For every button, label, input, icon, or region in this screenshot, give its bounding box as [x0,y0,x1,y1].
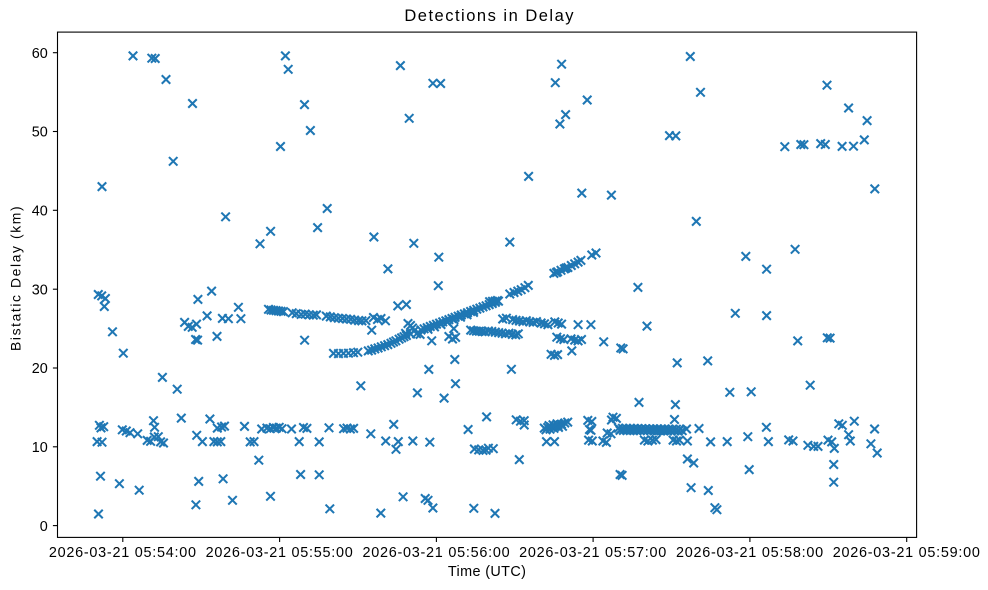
svg-text:2026-03-21 05:57:00: 2026-03-21 05:57:00 [519,545,667,561]
svg-text:30: 30 [32,282,48,298]
svg-text:10: 10 [32,440,48,456]
svg-text:2026-03-21 05:58:00: 2026-03-21 05:58:00 [676,545,824,561]
svg-text:2026-03-21 05:54:00: 2026-03-21 05:54:00 [49,545,197,561]
svg-text:2026-03-21 05:59:00: 2026-03-21 05:59:00 [833,545,981,561]
svg-text:60: 60 [32,46,48,62]
svg-text:40: 40 [32,204,48,220]
svg-text:2026-03-21 05:56:00: 2026-03-21 05:56:00 [362,545,510,561]
svg-text:0: 0 [40,519,48,535]
svg-text:20: 20 [32,361,48,377]
svg-text:Time (UTC): Time (UTC) [448,564,526,580]
svg-text:2026-03-21 05:55:00: 2026-03-21 05:55:00 [206,545,354,561]
svg-text:Bistatic Delay (km): Bistatic Delay (km) [8,205,24,351]
svg-text:Detections in Delay: Detections in Delay [404,7,575,25]
svg-text:50: 50 [32,125,48,141]
